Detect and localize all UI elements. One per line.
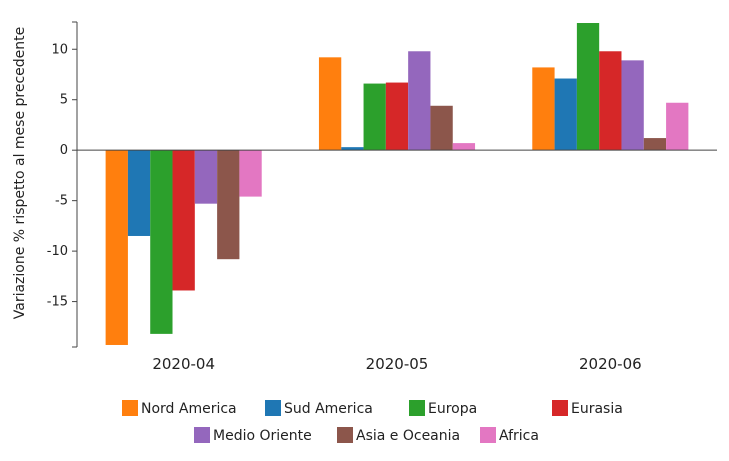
bar-asia-e-oceania-2020-06: [643, 138, 667, 151]
bar-eurasia-2020-06: [599, 51, 622, 151]
bar-sud-america-2020-06: [554, 78, 577, 151]
legend-swatch-medio-oriente: [194, 427, 210, 443]
bars-layer: [105, 23, 689, 345]
bar-medio-oriente-2020-04: [194, 150, 218, 204]
bar-sud-america-2020-04: [127, 150, 151, 236]
x-category-label: 2020-06: [579, 355, 642, 373]
y-axis-title: Variazione % rispetto al mese precedente: [12, 27, 28, 319]
y-tick-label: 5: [60, 93, 68, 108]
bar-nord-america-2020-05: [318, 57, 342, 151]
bar-nord-america-2020-06: [532, 67, 555, 151]
bar-africa-2020-05: [452, 143, 476, 151]
y-tick-label: 10: [51, 42, 68, 57]
bar-sud-america-2020-05: [341, 147, 364, 151]
bar-europa-2020-04: [150, 150, 173, 334]
legend-swatch-africa: [480, 427, 496, 443]
bar-eurasia-2020-04: [172, 150, 195, 291]
bar-europa-2020-05: [363, 83, 386, 151]
bar-medio-oriente-2020-05: [408, 51, 431, 151]
x-category-label: 2020-04: [152, 355, 215, 373]
bar-africa-2020-04: [239, 150, 262, 197]
bar-asia-e-oceania-2020-04: [217, 150, 240, 260]
legend-swatch-nord-america: [122, 400, 138, 416]
legend: Nord America Sud America Europa Eurasia Medi…: [122, 400, 623, 444]
y-tick-label: 0: [60, 143, 68, 158]
legend-swatch-sud-america: [265, 400, 281, 416]
bar-nord-america-2020-04: [105, 150, 128, 345]
y-tick-label: -15: [47, 295, 68, 310]
legend-label-nord-america: Nord America: [141, 401, 237, 417]
bar-asia-e-oceania-2020-05: [430, 105, 453, 151]
legend-label-sud-america: Sud America: [284, 401, 373, 417]
legend-label-medio-oriente: Medio Oriente: [213, 428, 312, 444]
bar-medio-oriente-2020-06: [621, 60, 644, 151]
bar-europa-2020-06: [576, 23, 600, 151]
y-tick-label: -5: [55, 194, 68, 209]
legend-swatch-asia-e-oceania: [337, 427, 353, 443]
y-ticks: 10 5 0 -5 -10 -15: [47, 21, 77, 348]
x-category-label: 2020-05: [366, 355, 429, 373]
legend-label-africa: Africa: [499, 428, 539, 444]
bar-eurasia-2020-05: [385, 82, 409, 151]
legend-swatch-eurasia: [552, 400, 568, 416]
legend-swatch-europa: [409, 400, 425, 416]
x-category-labels: 2020-04 2020-05 2020-06: [152, 355, 641, 373]
legend-label-asia-e-oceania: Asia e Oceania: [356, 428, 460, 444]
bar-africa-2020-06: [666, 102, 689, 151]
y-tick-label: -10: [47, 244, 68, 259]
legend-label-eurasia: Eurasia: [571, 401, 623, 417]
legend-label-europa: Europa: [428, 401, 477, 417]
